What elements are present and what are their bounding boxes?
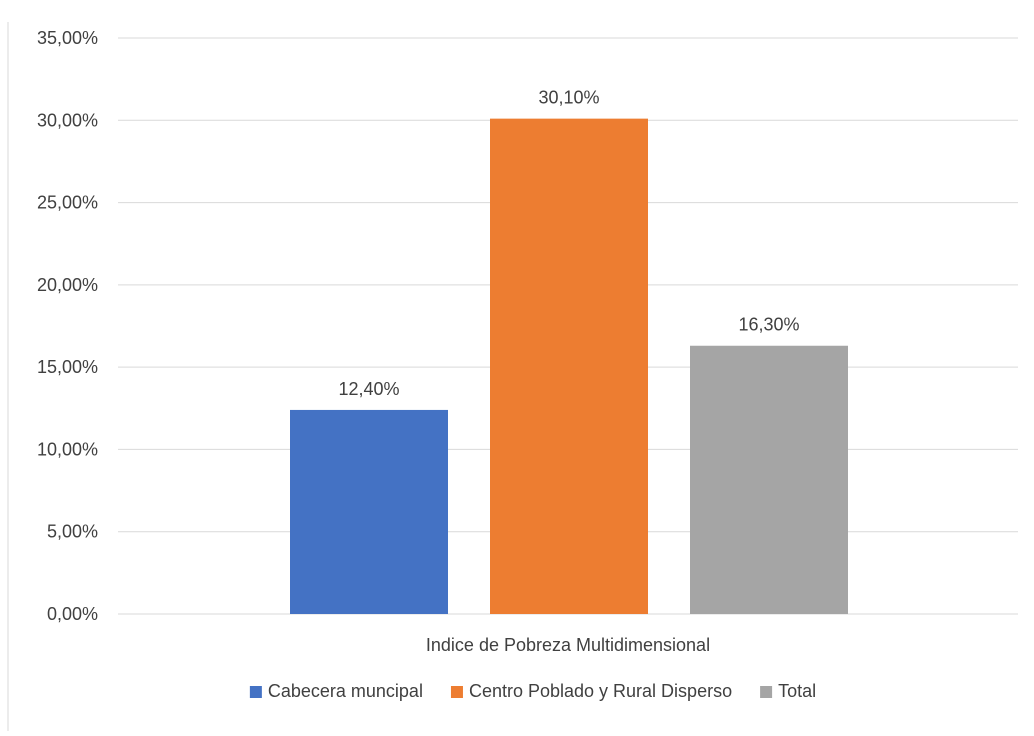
y-tick-label: 15,00% — [37, 357, 98, 377]
data-labels: 12,40% 30,10% 16,30% — [338, 88, 799, 399]
y-tick-label: 20,00% — [37, 275, 98, 295]
y-tick-label: 0,00% — [47, 604, 98, 624]
data-label: 30,10% — [538, 88, 599, 108]
data-label: 12,40% — [338, 379, 399, 399]
y-tick-label: 35,00% — [37, 28, 98, 48]
legend-swatch — [249, 686, 262, 698]
bar-2 — [490, 118, 648, 614]
bar-1 — [290, 409, 448, 614]
legend: Cabecera muncipal Centro Poblado y Rural … — [249, 681, 816, 701]
y-tick-label: 10,00% — [37, 439, 98, 459]
bar-3 — [690, 345, 848, 614]
y-axis-tick-labels: 0,00% 5,00% 10,00% 15,00% 20,00% 25,00% 30,00%… — [37, 28, 98, 624]
legend-label: Total — [778, 681, 816, 701]
legend-label: Cabecera muncipal — [268, 681, 423, 701]
y-tick-label: 25,00% — [37, 193, 98, 213]
legend-swatch — [450, 686, 463, 698]
bars — [290, 118, 848, 614]
legend-label: Centro Poblado y Rural Disperso — [469, 681, 732, 701]
x-category-label: Indice de Pobreza Multidimensional — [426, 635, 710, 655]
legend-swatch — [760, 686, 773, 698]
y-tick-label: 30,00% — [37, 110, 98, 130]
data-label: 16,30% — [738, 315, 799, 335]
y-tick-label: 5,00% — [47, 522, 98, 542]
